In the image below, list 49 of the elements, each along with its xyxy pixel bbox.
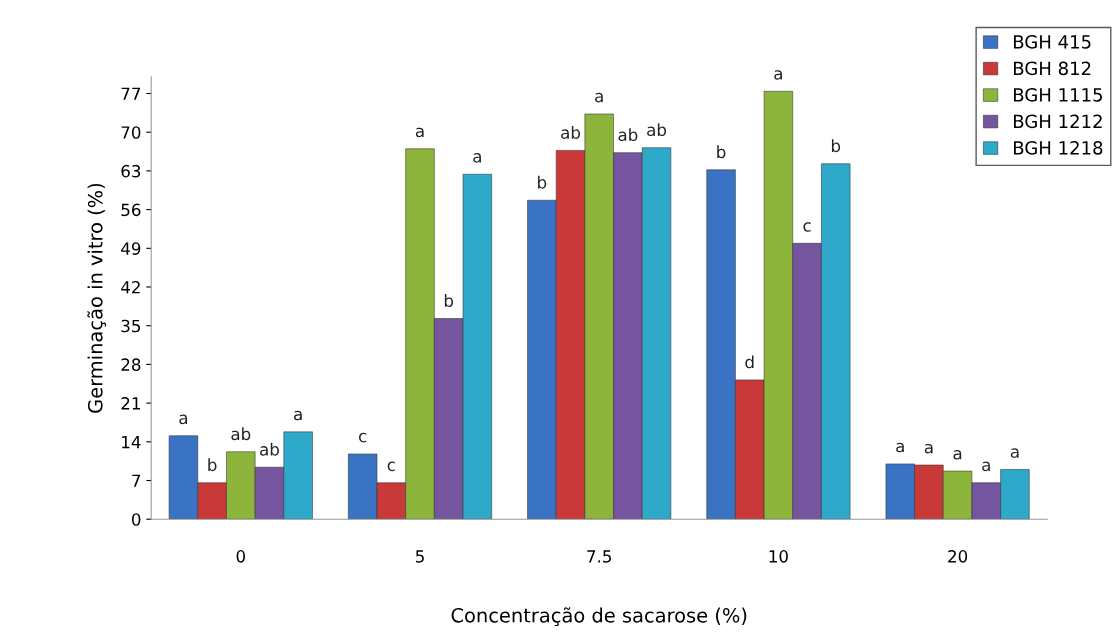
x-tick-label: 5 bbox=[415, 550, 424, 563]
data-label: b bbox=[444, 294, 454, 307]
data-label: c bbox=[803, 222, 811, 232]
y-tick-label: 56 bbox=[121, 203, 141, 217]
data-label: a bbox=[415, 127, 424, 138]
data-label: ab bbox=[260, 442, 279, 456]
data-label: ab bbox=[618, 128, 638, 142]
data-label: b bbox=[717, 145, 726, 159]
data-label: a bbox=[982, 461, 990, 472]
data-label: a bbox=[473, 153, 481, 163]
data-label: a bbox=[595, 92, 603, 103]
x-tick-label: 10 bbox=[769, 550, 788, 563]
x-tick-label: 20 bbox=[948, 550, 968, 563]
data-label: a bbox=[896, 442, 904, 453]
data-label: ab bbox=[561, 125, 581, 139]
data-label: c bbox=[387, 461, 395, 472]
data-label: a bbox=[774, 70, 782, 80]
data-label: d bbox=[745, 355, 754, 369]
data-label: a bbox=[294, 410, 302, 421]
x-tick-label: 7.5 bbox=[587, 550, 611, 563]
y-tick-label: 70 bbox=[121, 126, 141, 139]
y-tick-label: 14 bbox=[122, 435, 141, 449]
x-tick-label: 0 bbox=[236, 550, 245, 563]
x-axis-title: Concentração de sacarose (%) bbox=[451, 607, 747, 627]
y-tick-label: 49 bbox=[121, 242, 141, 255]
data-label: a bbox=[924, 443, 933, 454]
data-label: c bbox=[358, 432, 367, 443]
y-tick-label: 21 bbox=[121, 397, 140, 410]
data-label: b bbox=[538, 175, 547, 189]
data-label: b bbox=[831, 139, 841, 153]
y-tick-label: 63 bbox=[121, 164, 141, 178]
y-tick-label: 0 bbox=[131, 513, 141, 526]
legend-label: BGH 415 bbox=[1014, 35, 1091, 49]
legend-label: BGH 812 bbox=[1014, 61, 1091, 76]
y-axis-title: Germinação in vitro (%) bbox=[87, 183, 107, 413]
data-label: a bbox=[179, 414, 188, 425]
legend-label: BGH 1212 bbox=[1014, 114, 1102, 129]
y-tick-label: 7 bbox=[132, 474, 141, 487]
data-label: a bbox=[1010, 448, 1019, 458]
data-label: a bbox=[953, 449, 962, 460]
y-tick-label: 77 bbox=[121, 87, 141, 100]
legend-label: BGH 1115 bbox=[1014, 88, 1102, 102]
data-label: ab bbox=[231, 427, 251, 441]
y-tick-label: 35 bbox=[121, 319, 141, 333]
data-label: b bbox=[208, 458, 217, 472]
legend-label: BGH 1218 bbox=[1014, 141, 1103, 155]
y-tick-label: 42 bbox=[121, 280, 140, 294]
data-label: ab bbox=[647, 123, 667, 137]
y-tick-label: 28 bbox=[121, 358, 141, 371]
